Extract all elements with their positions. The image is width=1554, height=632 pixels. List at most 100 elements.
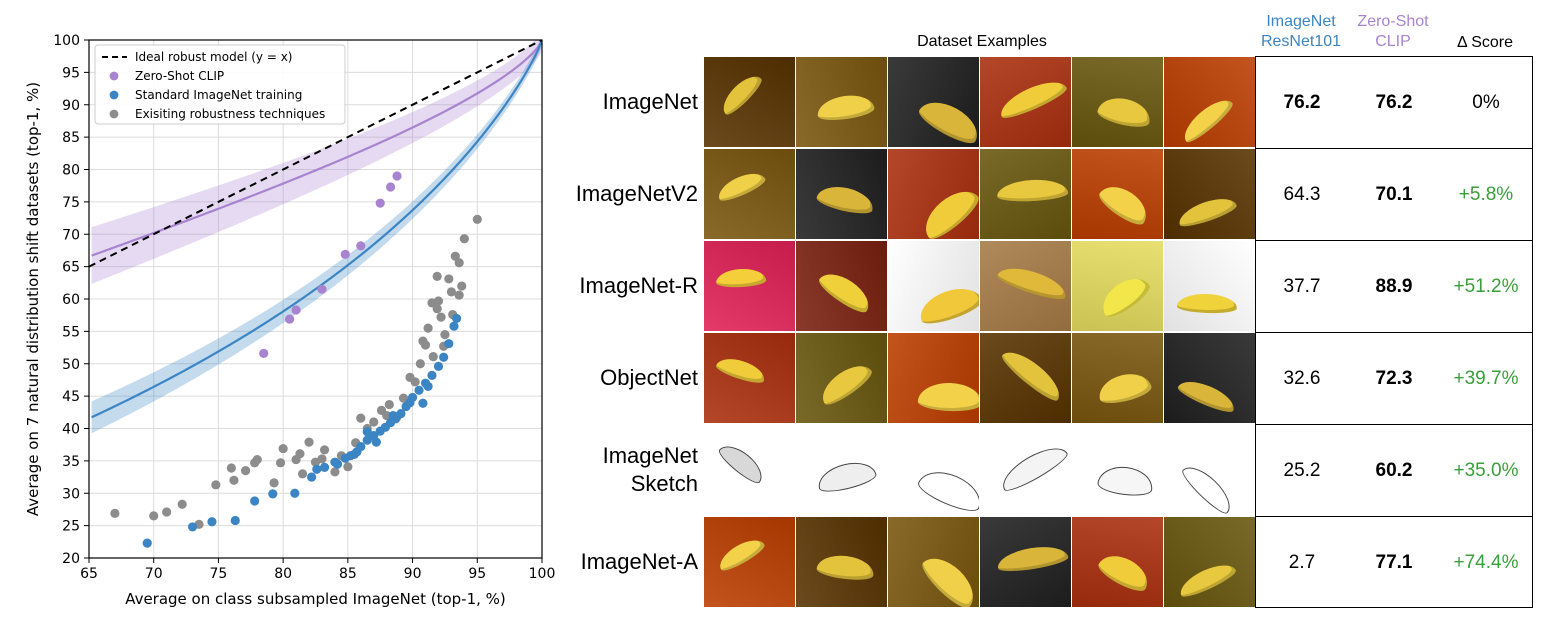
- banana-example-image: [980, 425, 1071, 515]
- data-point: [396, 409, 406, 419]
- data-point: [362, 427, 372, 437]
- banana-shape: [714, 353, 768, 387]
- legend-box: [94, 44, 346, 125]
- banana-example-image: [704, 517, 795, 607]
- data-point: [427, 370, 437, 381]
- y-tick-label: 90: [62, 98, 80, 114]
- y-tick-label: 100: [53, 33, 80, 49]
- banana-shape: [1096, 463, 1155, 499]
- data-point: [304, 437, 314, 447]
- data-point: [259, 348, 269, 358]
- y-tick-label: 60: [62, 292, 80, 308]
- data-point: [440, 330, 450, 340]
- delta-score: +5.8%: [1458, 184, 1514, 205]
- data-point: [375, 198, 385, 208]
- x-tick-label: 100: [529, 566, 556, 582]
- row-divider: [1256, 332, 1532, 333]
- dataset-example-images: [704, 333, 1256, 423]
- banana-example-image: [1164, 425, 1255, 515]
- data-point: [142, 538, 152, 548]
- data-point: [319, 445, 330, 455]
- x-tick-label: 95: [468, 566, 486, 582]
- y-tick-label: 40: [62, 422, 80, 438]
- banana-example-image: [1164, 333, 1255, 423]
- banana-shape: [1094, 548, 1155, 596]
- y-tick-label: 65: [62, 260, 80, 276]
- dataset-label-line: ImageNet-A: [580, 549, 698, 574]
- trend-bands: [91, 40, 542, 434]
- banana-example-image: [704, 425, 795, 515]
- banana-example-image: [796, 333, 887, 423]
- data-point: [241, 465, 251, 476]
- banana-example-image: [980, 517, 1071, 607]
- resnet-score: 64.3: [1283, 184, 1321, 205]
- score-row: 76.2 76.2 0%: [1256, 57, 1532, 149]
- x-tick-label: 80: [274, 566, 292, 582]
- data-point: [432, 271, 442, 281]
- y-tick-label: 85: [62, 130, 80, 146]
- y-tick-label: 50: [62, 357, 80, 373]
- dataset-examples-title: Dataset Examples: [917, 33, 1047, 50]
- data-point: [356, 442, 366, 452]
- data-point: [446, 287, 456, 297]
- dataset-row-label: ImageNetV2: [548, 180, 698, 208]
- legend-marker-dot: [109, 109, 119, 119]
- data-point: [319, 462, 330, 472]
- data-points: [110, 171, 482, 548]
- data-point: [398, 393, 409, 403]
- banana-example-image: [796, 517, 887, 607]
- data-point: [454, 258, 464, 268]
- banana-example-image: [1164, 57, 1255, 147]
- data-point: [275, 458, 286, 468]
- banana-shape: [814, 457, 879, 496]
- data-point: [356, 413, 366, 423]
- y-tick-label: 80: [62, 163, 80, 179]
- clip-header-line-2: CLIP: [1375, 33, 1411, 50]
- data-point: [250, 496, 260, 506]
- ideal-robust-line: [89, 40, 542, 268]
- data-point: [307, 472, 317, 482]
- banana-shape: [916, 181, 979, 239]
- y-tick-label: 75: [62, 195, 80, 211]
- data-point: [418, 398, 428, 408]
- dataset-label-line: Sketch: [630, 471, 698, 496]
- banana-shape: [1176, 292, 1238, 315]
- row-divider: [1256, 148, 1532, 149]
- scores-table: 76.2 76.2 0% 64.3 70.1 +5.8% 37.7 88.9 +51.2% 32.…: [1255, 56, 1533, 608]
- banana-example-image: [1072, 425, 1163, 515]
- robustness-scatter-plot: 65 70 75 80 85 90 95 100 20 25 30 35 40 45 50 55 60 65 70 7…: [24, 33, 556, 608]
- x-tick-label: 75: [210, 566, 228, 582]
- data-point: [382, 410, 392, 421]
- banana-example-image: [796, 149, 887, 239]
- data-point: [110, 508, 120, 518]
- legend-label: Ideal robust model (y = x): [135, 50, 292, 64]
- banana-shape: [1095, 270, 1154, 322]
- dataset-example-images: [704, 149, 1256, 239]
- banana-example-image: [704, 57, 795, 147]
- dataset-label-line: ObjectNet: [600, 365, 698, 390]
- data-point: [451, 313, 462, 324]
- banana-example-image: [1072, 149, 1163, 239]
- clip-score: 72.3: [1375, 368, 1413, 389]
- data-point: [229, 475, 239, 485]
- data-point: [444, 339, 454, 349]
- data-point: [392, 171, 402, 181]
- score-row: 25.2 60.2 +35.0%: [1256, 425, 1532, 517]
- banana-shape: [716, 69, 766, 119]
- banana-shape: [1095, 178, 1154, 230]
- banana-shape: [998, 343, 1067, 406]
- data-point: [162, 507, 172, 517]
- dataset-label-line: ImageNet-R: [579, 273, 698, 298]
- banana-example-image: [796, 425, 887, 515]
- banana-example-image: [888, 241, 979, 331]
- data-point: [427, 298, 437, 308]
- clip-band: [91, 40, 542, 284]
- data-point: [423, 381, 433, 392]
- banana-shape: [815, 552, 876, 583]
- x-tick-label: 85: [339, 566, 357, 582]
- data-point: [472, 214, 482, 224]
- data-point: [285, 314, 295, 324]
- clip-score: 70.1: [1375, 184, 1413, 205]
- banana-shape: [995, 74, 1070, 123]
- x-tick-label: 65: [80, 566, 98, 582]
